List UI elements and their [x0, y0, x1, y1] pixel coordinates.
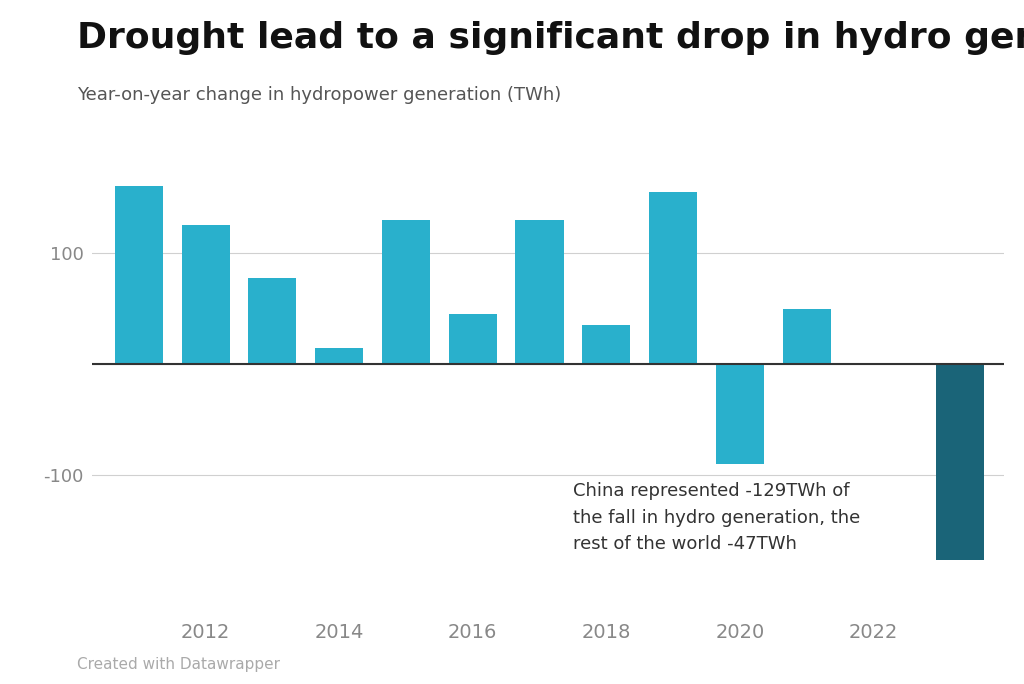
- Text: Year-on-year change in hydropower generation (TWh): Year-on-year change in hydropower genera…: [77, 86, 561, 103]
- Bar: [782, 308, 830, 364]
- Bar: [115, 187, 163, 364]
- Bar: [382, 220, 430, 364]
- Bar: [649, 192, 697, 364]
- Bar: [449, 314, 497, 364]
- Bar: [249, 278, 297, 364]
- Bar: [315, 347, 364, 364]
- Bar: [181, 225, 229, 364]
- Text: Drought lead to a significant drop in hydro generation: Drought lead to a significant drop in hy…: [77, 21, 1024, 55]
- Text: Created with Datawrapper: Created with Datawrapper: [77, 657, 280, 672]
- Text: China represented -129TWh of
the fall in hydro generation, the
rest of the world: China represented -129TWh of the fall in…: [572, 482, 860, 553]
- Bar: [936, 364, 984, 560]
- Bar: [515, 220, 563, 364]
- Bar: [716, 364, 764, 464]
- Bar: [583, 326, 631, 364]
